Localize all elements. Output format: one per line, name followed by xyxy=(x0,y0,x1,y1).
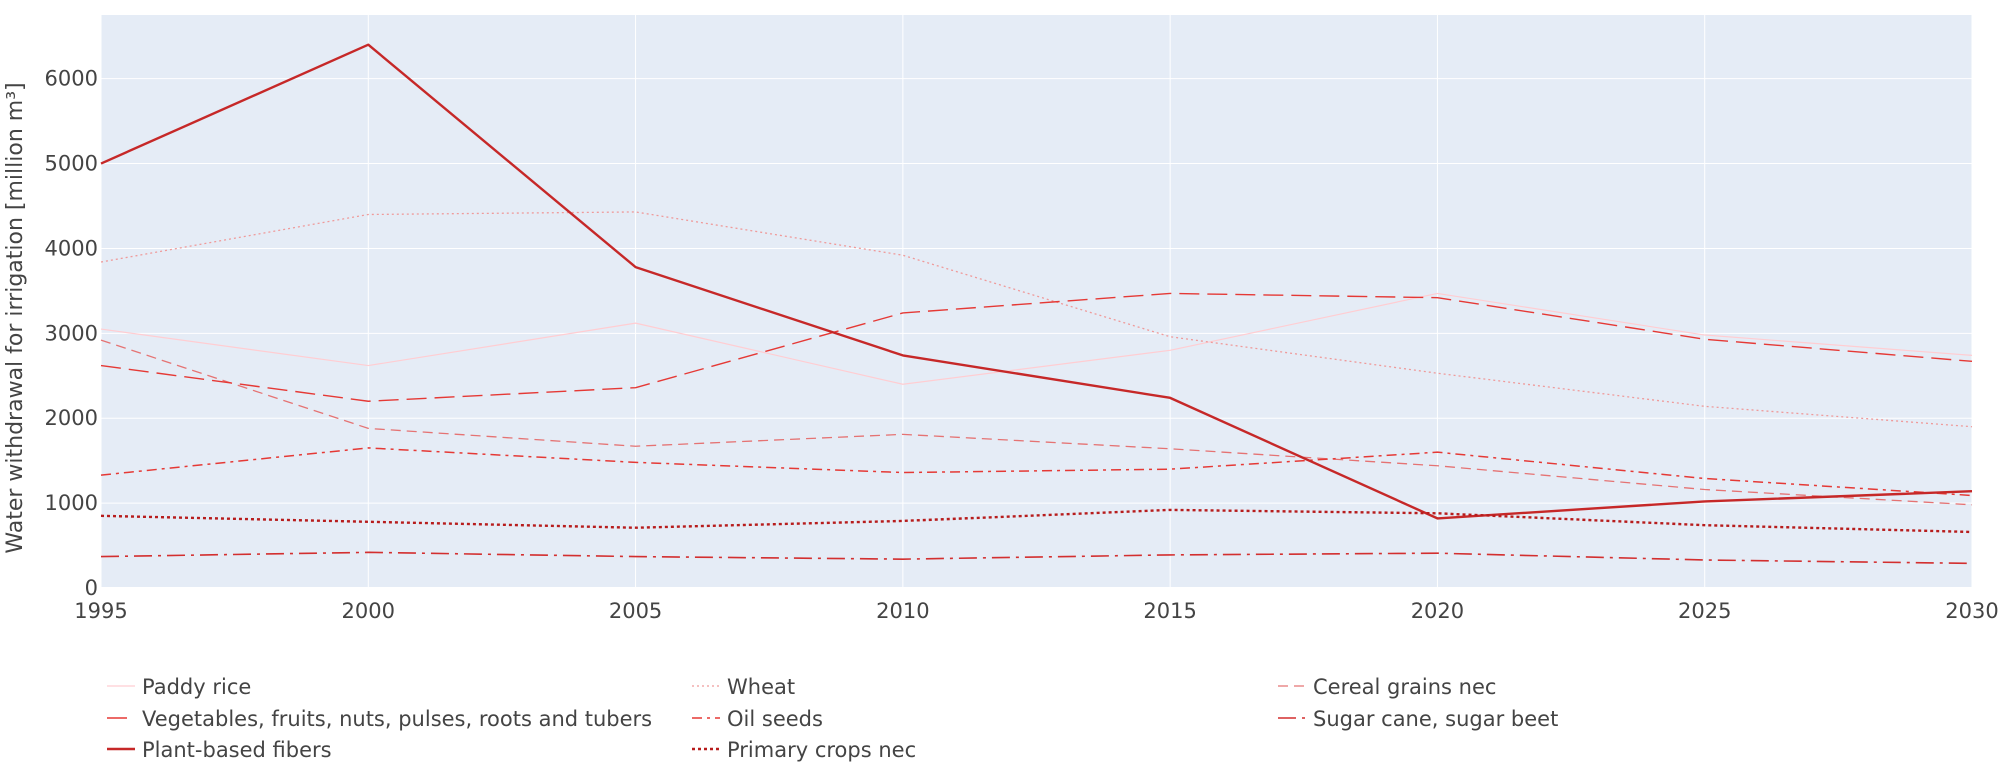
y-tick-label: 6000 xyxy=(45,67,98,91)
series-line-5 xyxy=(100,447,1973,497)
x-tick-label: 2020 xyxy=(1411,599,1464,623)
x-tick-label: 2030 xyxy=(1945,599,1998,623)
series-line-3 xyxy=(100,339,1973,506)
x-tick-label: 2015 xyxy=(1143,599,1196,623)
legend-label: Plant-based fibers xyxy=(142,738,332,762)
y-axis-ticks: 0 1000 2000 3000 4000 5000 6000 xyxy=(45,67,98,600)
legend-item[interactable]: Oil seeds xyxy=(692,707,823,731)
legend-label: Sugar cane, sugar beet xyxy=(1313,707,1558,731)
series-line-6 xyxy=(100,551,1973,565)
legend-item[interactable]: Paddy rice xyxy=(107,675,251,699)
x-tick-label: 2000 xyxy=(342,599,395,623)
y-axis-title: Water withdrawal for irrigation [million… xyxy=(3,82,28,553)
x-tick-label: 2010 xyxy=(876,599,929,623)
legend-item[interactable]: Plant-based fibers xyxy=(107,738,332,762)
legend-item[interactable]: Wheat xyxy=(692,675,795,699)
y-tick-label: 4000 xyxy=(45,236,98,260)
x-tick-label: 1995 xyxy=(74,599,127,623)
y-tick-label: 3000 xyxy=(45,321,98,345)
x-tick-label: 2005 xyxy=(609,599,662,623)
x-axis-ticks: 1995 2000 2005 2010 2015 2020 2025 2030 xyxy=(74,599,1998,623)
legend-label: Primary crops nec xyxy=(727,738,916,762)
series-lines xyxy=(100,43,1973,565)
legend-item[interactable]: Cereal grains nec xyxy=(1278,675,1496,699)
y-tick-label: 5000 xyxy=(45,152,98,176)
legend-label: Wheat xyxy=(727,675,795,699)
series-line-4 xyxy=(100,292,1973,402)
y-tick-label: 1000 xyxy=(45,491,98,515)
plot-background xyxy=(101,15,1972,588)
series-line-7 xyxy=(100,43,1973,520)
legend-item[interactable]: Primary crops nec xyxy=(692,738,916,762)
legend-item[interactable]: Sugar cane, sugar beet xyxy=(1278,707,1558,731)
legend-label: Paddy rice xyxy=(142,675,251,699)
legend-item[interactable]: Vegetables, fruits, nuts, pulses, roots … xyxy=(107,707,652,731)
y-tick-label: 2000 xyxy=(45,406,98,430)
legend-label: Vegetables, fruits, nuts, pulses, roots … xyxy=(142,707,652,731)
y-tick-label: 0 xyxy=(85,576,98,600)
series-line-1 xyxy=(100,292,1973,385)
legend: Paddy rice Wheat Cereal grains nec Vegetabl… xyxy=(107,675,1558,762)
legend-label: Cereal grains nec xyxy=(1313,675,1496,699)
x-tick-label: 2025 xyxy=(1678,599,1731,623)
series-line-2 xyxy=(100,211,1973,428)
legend-label: Oil seeds xyxy=(727,707,823,731)
